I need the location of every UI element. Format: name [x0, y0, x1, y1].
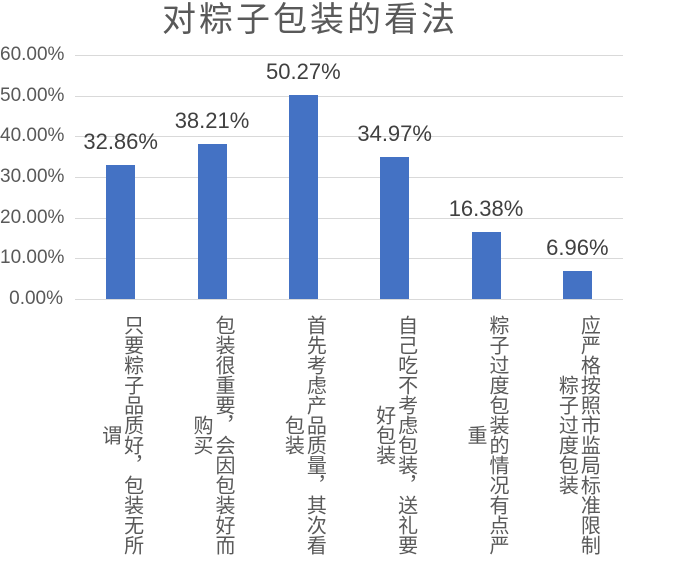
x-axis-category-label: 自己吃不考虑包装，送礼要 好包装 [349, 307, 440, 563]
gridline [75, 136, 623, 138]
bar [562, 270, 592, 299]
bar [106, 165, 136, 299]
x-axis-category-label-column: 重 [463, 425, 486, 445]
x-axis-category-label-column: 包装 [281, 415, 304, 455]
x-axis-category-label-column: 购买 [189, 415, 212, 455]
x-axis-category-label-column: 谓 [98, 425, 121, 445]
gridline [75, 217, 623, 219]
y-axis-tick-label: 10.00% [0, 247, 65, 269]
x-axis-category-label-column: 首先考虑产品质量，其次看 [303, 315, 326, 555]
bar [288, 94, 318, 299]
bar [197, 143, 227, 299]
y-axis-tick-label: 30.00% [0, 166, 65, 187]
bar-value-label: 6.96% [546, 234, 609, 260]
y-axis-tick-label: 0.00% [9, 288, 63, 309]
bar-value-label: 16.38% [448, 196, 524, 222]
bar [380, 156, 410, 299]
bar-value-label: 34.97% [357, 120, 432, 146]
x-axis-category-label-column: 自己吃不考虑包装，送礼要 [394, 315, 417, 555]
x-axis-category-label: 首先考虑产品质量，其次看 包装 [258, 307, 349, 563]
x-axis-category-label: 只要粽子品质好，包装无所谓 [75, 307, 166, 563]
y-axis-tick-label: 40.00% [0, 125, 65, 147]
gridline [75, 299, 623, 300]
x-axis-category-label-column: 包装很重要，会因包装好而 [211, 315, 234, 555]
y-axis-tick-label: 20.00% [0, 206, 65, 228]
bar-value-label: 38.21% [174, 107, 250, 133]
gridline [75, 95, 623, 97]
y-axis-tick-label: 60.00% [0, 44, 65, 65]
x-axis-category-label-column: 应严格按照市监局标准限制 [577, 315, 600, 555]
chart-title: 对粽子包装的看法 [162, 1, 458, 39]
x-axis-category-label-column: 好包装 [372, 405, 395, 465]
x-axis-category-label: 包装很重要，会因包装好而 购买 [166, 307, 257, 563]
x-axis-category-label-column: 只要粽子品质好，包装无所 [120, 315, 143, 555]
bar-value-label: 32.86% [83, 129, 158, 155]
bar [471, 232, 501, 299]
x-axis-category-label-column: 粽子过度包装 [555, 375, 578, 495]
x-axis-category-label: 粽子过度包装的情况有点严重 [440, 307, 531, 563]
bar-value-label: 50.27% [266, 58, 341, 84]
gridline [75, 177, 623, 178]
y-axis-tick-label: 50.00% [0, 84, 65, 106]
gridline [75, 258, 623, 260]
x-axis-category-label-column: 粽子过度包装的情况有点严 [485, 315, 508, 555]
gridline [75, 55, 623, 56]
x-axis-category-label: 应严格按照市监局标准限制 粽子过度包装 [532, 307, 623, 563]
